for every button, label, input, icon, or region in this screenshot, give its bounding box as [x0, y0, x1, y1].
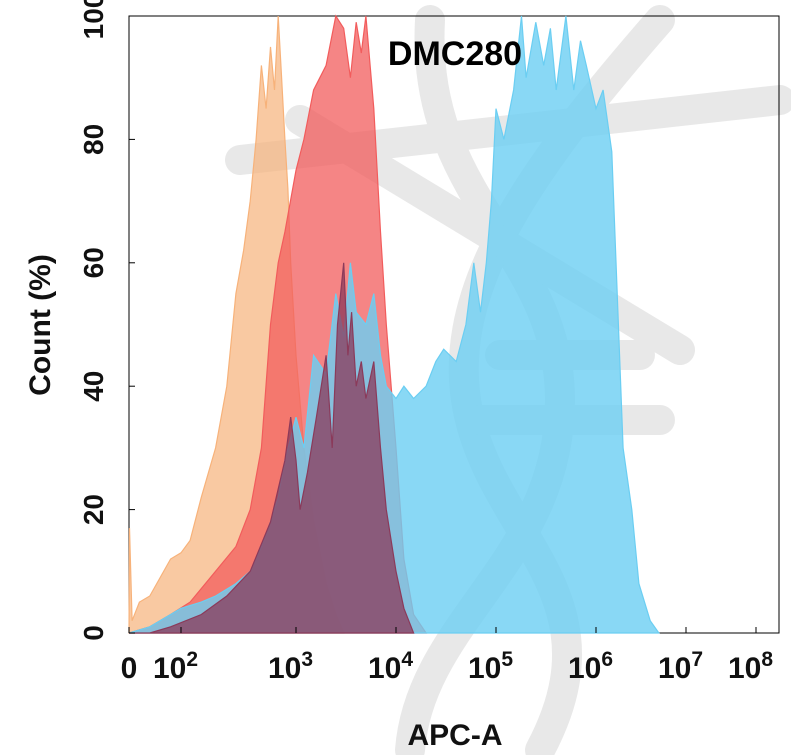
x-tick-label: 0	[121, 652, 138, 685]
y-tick-label: 40	[78, 371, 109, 402]
y-axis-title: Count (%)	[24, 254, 57, 396]
x-tick-label: 105	[468, 648, 513, 685]
x-tick-label: 108	[728, 648, 773, 685]
x-tick-label: 102	[153, 648, 198, 685]
y-tick-label: 80	[78, 124, 109, 155]
y-tick-label: 20	[78, 494, 109, 525]
x-axis: 0 102 103 104 105 106 107 108	[121, 627, 773, 685]
histogram-series-4	[129, 262, 415, 634]
y-tick-label: 100	[78, 0, 109, 39]
x-tick-label: 107	[658, 648, 703, 685]
series-layer	[128, 14, 661, 634]
x-tick-label: 104	[368, 648, 413, 685]
x-tick-label: 106	[568, 648, 613, 685]
y-tick-label: 60	[78, 247, 109, 278]
chart-title: DMC280	[388, 35, 522, 73]
x-axis-title: APC-A	[408, 719, 503, 752]
y-axis: 0 20 40 60 80 100	[78, 0, 135, 641]
x-tick-label: 103	[268, 648, 313, 685]
y-tick-label: 0	[78, 625, 109, 641]
